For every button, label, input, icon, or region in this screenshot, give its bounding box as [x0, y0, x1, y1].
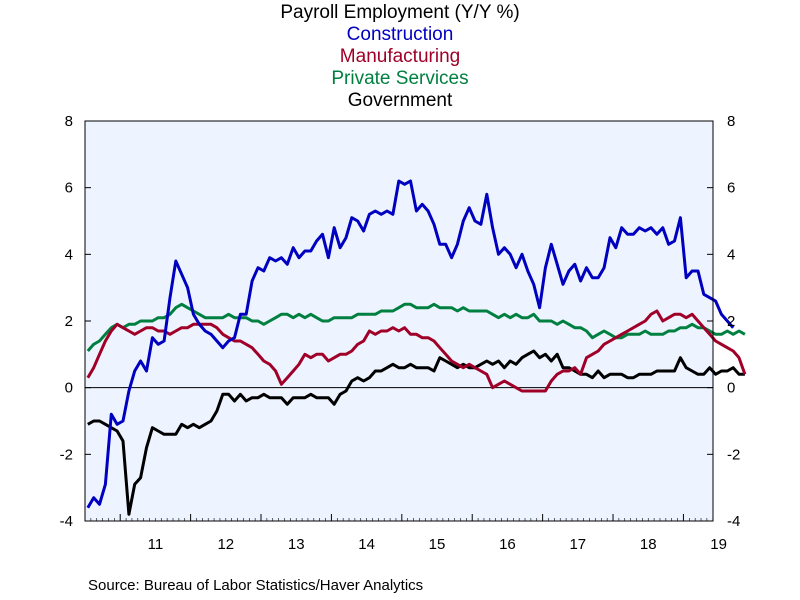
legend-government: Government: [347, 90, 453, 111]
y-tick-label-left: 0: [65, 380, 73, 397]
y-tick-label-right: -4: [727, 513, 740, 530]
y-tick-label-left: 8: [65, 113, 73, 130]
y-tick-label-right: 4: [727, 246, 735, 263]
x-tick-label: 14: [358, 536, 375, 553]
chart-title-block: Payroll Employment (Y/Y %) Construction …: [0, 2, 800, 112]
series-line-private-services: [86, 302, 746, 352]
source-note: Source: Bureau of Labor Statistics/Haver…: [88, 577, 424, 594]
y-tick-label-right: 2: [727, 313, 735, 330]
x-tick-label: 15: [429, 536, 446, 553]
legend-manufacturing: Manufacturing: [339, 46, 461, 67]
y-tick-label-left: 2: [65, 313, 73, 330]
chart-title: Payroll Employment (Y/Y %): [280, 2, 520, 23]
series-line-construction: [86, 179, 735, 509]
x-tick-label: 12: [217, 536, 234, 553]
y-tick-label-right: 6: [727, 180, 735, 197]
x-tick-label: 17: [569, 536, 586, 553]
y-tick-label-left: -2: [60, 446, 73, 463]
y-tick-label-right: 8: [727, 113, 735, 130]
legend-construction: Construction: [346, 24, 454, 45]
x-tick-label: 11: [148, 536, 164, 553]
x-tick-label: 16: [499, 536, 516, 553]
y-tick-label-right: 0: [727, 380, 735, 397]
y-tick-label-left: 4: [65, 246, 73, 263]
x-tick-label: 13: [288, 536, 305, 553]
x-tick-label: 18: [640, 536, 657, 553]
y-tick-label-left: 6: [65, 180, 73, 197]
y-tick-label-right: -2: [727, 446, 740, 463]
series-line-manufacturing: [86, 309, 747, 393]
x-tick-label: 19: [710, 536, 727, 553]
y-tick-label-left: -4: [60, 513, 73, 530]
series-line-government: [87, 349, 745, 516]
legend-private-services: Private Services: [331, 68, 469, 89]
